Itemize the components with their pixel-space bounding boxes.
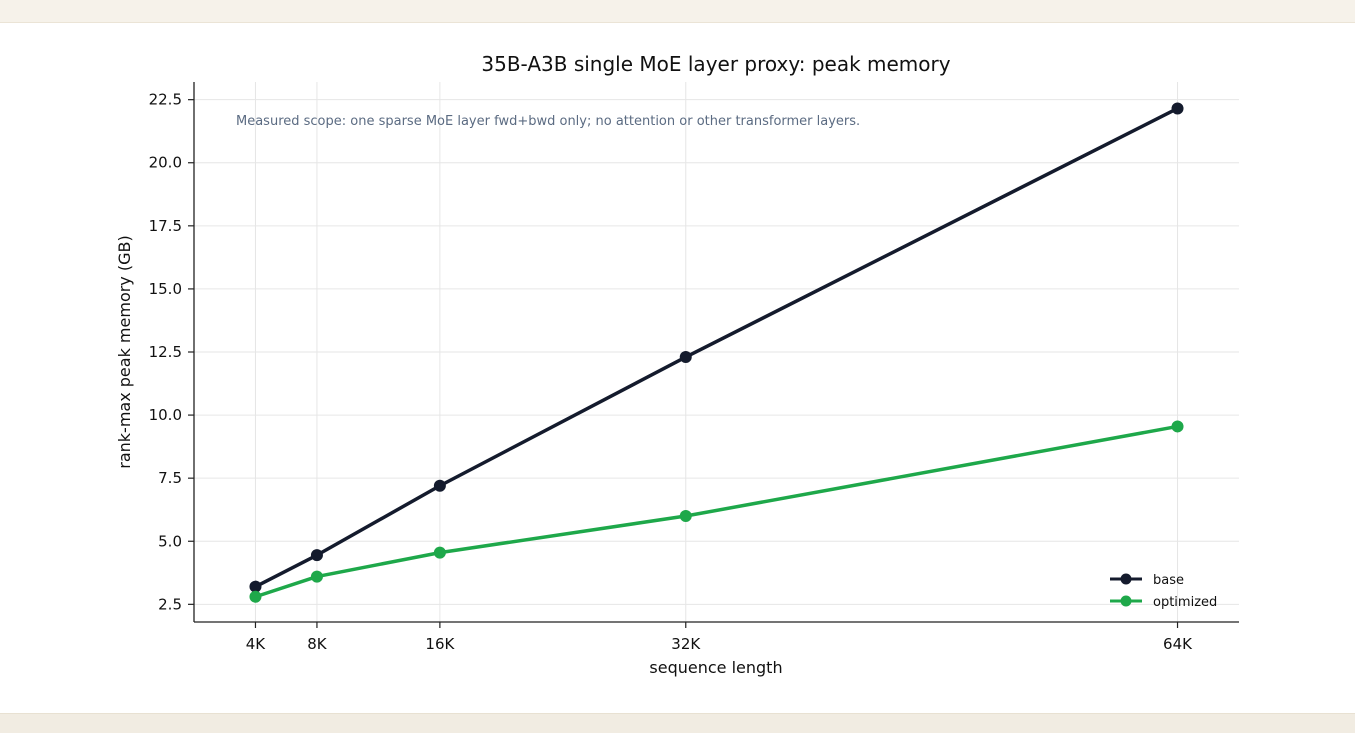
data-point-optimized [249,590,262,603]
data-point-optimized [1171,420,1184,433]
legend-marker-base [1120,573,1132,585]
x-axis-label: sequence length [649,658,782,677]
legend-label-base: base [1153,573,1184,588]
data-point-optimized [679,510,692,523]
chart-title: 35B-A3B single MoE layer proxy: peak mem… [481,52,950,76]
y-tick-label: 15.0 [149,280,182,298]
y-tick-label: 12.5 [149,343,182,361]
x-tick-label: 64K [1163,635,1193,653]
data-point-base [679,351,692,364]
x-tick-label: 32K [671,635,701,653]
x-tick-label: 4K [246,635,267,653]
legend-marker-optimized [1120,595,1132,607]
y-tick-label: 22.5 [149,91,182,109]
y-tick-label: 20.0 [149,154,182,172]
y-tick-label: 17.5 [149,217,182,235]
series-line-base [254,106,1179,589]
grid-layer [194,82,1239,622]
data-point-base [1171,102,1184,115]
ticks-layer: 2.5 5.0 7.5 10.0 12.5 15.0 17.5 20.0 22.5 4K 8K 16K… [149,91,1194,653]
data-point-base [433,479,446,492]
data-point-optimized [433,546,446,559]
y-tick-label: 5.0 [158,532,182,550]
y-axis-label: rank-max peak memory (GB) [115,235,134,468]
data-point-base [249,580,262,593]
y-tick-label: 10.0 [149,406,182,424]
data-point-base [310,549,323,562]
y-tick-label: 2.5 [158,595,182,613]
y-tick-label: 7.5 [158,469,182,487]
legend-label-optimized: optimized [1153,595,1217,610]
bottom-band [0,713,1355,733]
x-tick-label: 8K [307,635,328,653]
chart-annotation: Measured scope: one sparse MoE layer fwd… [236,114,860,129]
series-layer [249,102,1184,603]
x-tick-label: 16K [425,635,455,653]
top-band [0,0,1355,23]
data-point-optimized [310,570,323,583]
legend: base optimized [1110,573,1217,610]
